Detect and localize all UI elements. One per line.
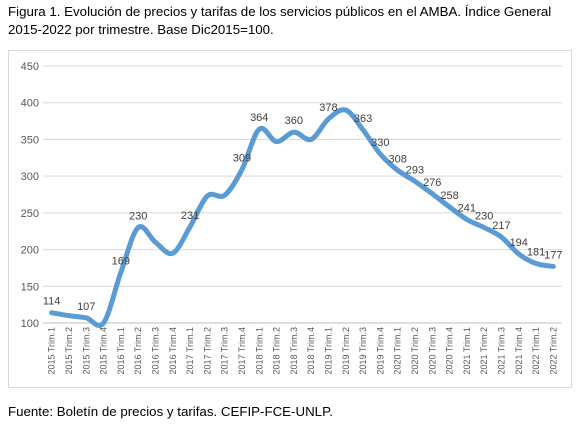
figure-title-line-1: Figura 1. Evolución de precios y tarifas… bbox=[8, 4, 552, 19]
x-tick-label-10: 2017 Trim.3 bbox=[220, 327, 230, 375]
x-tick-label-9: 2017 Trim.2 bbox=[202, 327, 212, 375]
x-tick-label-28: 2022 Trim.1 bbox=[531, 327, 541, 375]
x-tick-label-26: 2021 Trim.3 bbox=[496, 327, 506, 375]
data-label-26: 217 bbox=[492, 220, 510, 232]
data-label-18: 363 bbox=[354, 113, 372, 125]
data-label-21: 293 bbox=[406, 164, 424, 176]
y-tick-label-300: 300 bbox=[21, 171, 39, 183]
x-tick-label-16: 2019 Trim.1 bbox=[323, 327, 333, 375]
x-tick-label-18: 2019 Trim.3 bbox=[358, 327, 368, 375]
x-tick-label-2: 2015 Trim.3 bbox=[81, 327, 91, 375]
x-tick-label-27: 2021 Trim.4 bbox=[514, 327, 524, 375]
x-tick-label-23: 2020 Trim.4 bbox=[445, 327, 455, 375]
data-label-20: 308 bbox=[388, 153, 406, 165]
x-tick-label-21: 2020 Trim.2 bbox=[410, 327, 420, 375]
y-tick-label-200: 200 bbox=[21, 245, 39, 257]
data-label-0: 114 bbox=[43, 296, 61, 308]
x-tick-label-15: 2018 Trim.4 bbox=[306, 327, 316, 375]
x-tick-label-5: 2016 Trim.2 bbox=[133, 327, 143, 375]
x-tick-label-20: 2020 Trim.1 bbox=[393, 327, 403, 375]
figure-title-line-2: 2015-2022 por trimestre. Base Dic2015=10… bbox=[8, 22, 274, 37]
data-label-2: 107 bbox=[77, 301, 95, 313]
data-label-5: 230 bbox=[129, 211, 147, 223]
x-tick-label-7: 2016 Trim.4 bbox=[168, 327, 178, 375]
data-label-11: 309 bbox=[233, 153, 251, 165]
line-chart: 100 150 200 250 300 350 400 450 2015 Trim.1 2015 … bbox=[21, 61, 563, 375]
x-tick-label-22: 2020 Trim.3 bbox=[427, 327, 437, 375]
x-tick-label-0: 2015 Trim.1 bbox=[47, 327, 57, 375]
x-tick-label-29: 2022 Trim.2 bbox=[548, 327, 558, 375]
y-tick-label-100: 100 bbox=[21, 318, 39, 330]
series-line bbox=[49, 107, 556, 328]
data-label-22: 276 bbox=[423, 177, 441, 189]
data-label-25: 230 bbox=[475, 211, 493, 223]
x-tick-label-6: 2016 Trim.3 bbox=[150, 327, 160, 375]
x-tick-label-1: 2015 Trim.2 bbox=[64, 327, 74, 375]
x-tick-label-25: 2021 Trim.2 bbox=[479, 327, 489, 375]
x-tick-label-19: 2019 Trim.4 bbox=[375, 327, 385, 375]
data-label-27: 194 bbox=[510, 237, 528, 249]
y-tick-label-250: 250 bbox=[21, 208, 39, 220]
data-label-28: 181 bbox=[527, 247, 545, 259]
x-tick-label-14: 2018 Trim.3 bbox=[289, 327, 299, 375]
x-tick-label-8: 2017 Trim.1 bbox=[185, 327, 195, 375]
x-tick-label-17: 2019 Trim.2 bbox=[341, 327, 351, 375]
data-label-8: 231 bbox=[181, 210, 199, 222]
y-tick-label-450: 450 bbox=[21, 61, 39, 73]
data-label-24: 241 bbox=[458, 202, 476, 214]
x-tick-label-24: 2021 Trim.1 bbox=[462, 327, 472, 375]
data-label-29: 177 bbox=[544, 249, 562, 261]
y-tick-label-400: 400 bbox=[21, 98, 39, 110]
x-tick-label-12: 2018 Trim.1 bbox=[254, 327, 264, 375]
data-label-14: 360 bbox=[285, 115, 303, 127]
y-tick-label-150: 150 bbox=[21, 281, 39, 293]
data-label-12: 364 bbox=[250, 112, 268, 124]
source-note: Fuente: Boletín de precios y tarifas. CE… bbox=[8, 404, 333, 419]
figure-title: Figura 1. Evolución de precios y tarifas… bbox=[8, 3, 583, 39]
data-label-4: 169 bbox=[112, 255, 130, 267]
x-tick-label-11: 2017 Trim.4 bbox=[237, 327, 247, 375]
data-label-16: 378 bbox=[319, 102, 337, 114]
x-tick-label-4: 2016 Trim.1 bbox=[116, 327, 126, 375]
chart-area: 100 150 200 250 300 350 400 450 2015 Trim.1 2015 … bbox=[8, 50, 572, 388]
x-tick-label-13: 2018 Trim.2 bbox=[272, 327, 282, 375]
x-tick-label-3: 2015 Trim.4 bbox=[99, 327, 109, 375]
data-label-23: 258 bbox=[440, 190, 458, 202]
y-tick-label-350: 350 bbox=[21, 134, 39, 146]
data-label-19: 330 bbox=[371, 137, 389, 149]
